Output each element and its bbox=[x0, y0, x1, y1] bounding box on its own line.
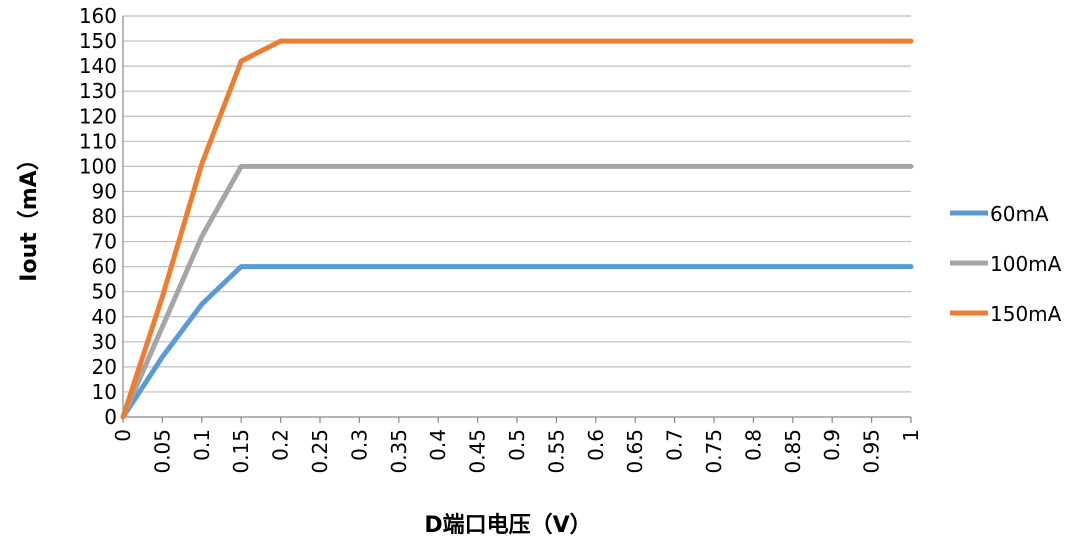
x-tick-label: 0.05 bbox=[150, 429, 174, 474]
x-tick-label: 0.75 bbox=[702, 429, 726, 474]
y-tick-label: 10 bbox=[92, 380, 117, 404]
x-tick-label: 0.8 bbox=[741, 429, 765, 461]
y-tick-label: 150 bbox=[79, 29, 117, 53]
x-tick-label: 0.9 bbox=[820, 429, 844, 461]
x-tick-label: 0.7 bbox=[663, 429, 687, 461]
y-tick-label: 100 bbox=[79, 154, 117, 178]
y-tick-label: 20 bbox=[92, 355, 117, 379]
legend-label-60mA: 60mA bbox=[990, 202, 1049, 226]
x-tick-label: 0.5 bbox=[505, 429, 529, 461]
x-tick-label: 0.55 bbox=[544, 429, 568, 474]
series-line-60mA bbox=[120, 264, 914, 420]
x-tick-label: 0.4 bbox=[426, 429, 450, 461]
y-tick-label: 160 bbox=[79, 4, 117, 28]
y-tick-label: 40 bbox=[92, 305, 117, 329]
y-tick-label: 60 bbox=[92, 255, 117, 279]
x-tick-label: 0.65 bbox=[623, 429, 647, 474]
x-tick-label: 0.25 bbox=[308, 429, 332, 474]
y-tick-label: 0 bbox=[104, 405, 117, 429]
axes bbox=[122, 16, 912, 423]
legend-label-100mA: 100mA bbox=[990, 252, 1062, 276]
x-tick-label: 0.35 bbox=[387, 429, 411, 474]
y-tick-label: 90 bbox=[92, 179, 117, 203]
x-tick-label: 0.85 bbox=[781, 429, 805, 474]
y-tick-label: 70 bbox=[92, 230, 117, 254]
x-tick-label: 0.45 bbox=[466, 429, 490, 474]
legend: 60mA 100mA 150mA bbox=[950, 202, 1062, 326]
series-line-100mA bbox=[120, 163, 914, 420]
series-line-150mA bbox=[120, 38, 914, 420]
y-tick-label: 120 bbox=[79, 104, 117, 128]
y-tick-label: 140 bbox=[79, 54, 117, 78]
x-tick-label: 0.1 bbox=[190, 429, 214, 461]
x-tick-label: 0.2 bbox=[269, 429, 293, 461]
y-tick-label: 110 bbox=[79, 129, 117, 153]
legend-label-150mA: 150mA bbox=[990, 302, 1062, 326]
x-tick-label: 0.95 bbox=[860, 429, 884, 474]
x-tick-label: 1 bbox=[899, 429, 923, 442]
y-axis-title: Iout（mA） bbox=[17, 148, 42, 281]
series-lines bbox=[120, 38, 914, 420]
y-tick-label: 30 bbox=[92, 330, 117, 354]
x-tick-label: 0.15 bbox=[229, 429, 253, 474]
x-tick-label: 0.6 bbox=[584, 429, 608, 461]
y-tick-label: 50 bbox=[92, 280, 117, 304]
gridlines bbox=[123, 15, 911, 393]
x-tick-label: 0 bbox=[111, 429, 135, 442]
x-tick-labels: 0 0.05 0.1 0.15 0.2 0.25 0.3 0.35 0.4 0.45 0.5 0.55… bbox=[111, 429, 923, 474]
y-tick-label: 80 bbox=[92, 205, 117, 229]
y-tick-label: 130 bbox=[79, 79, 117, 103]
x-tick-label: 0.3 bbox=[347, 429, 371, 461]
x-axis-title: D端口电压（V） bbox=[424, 513, 591, 538]
